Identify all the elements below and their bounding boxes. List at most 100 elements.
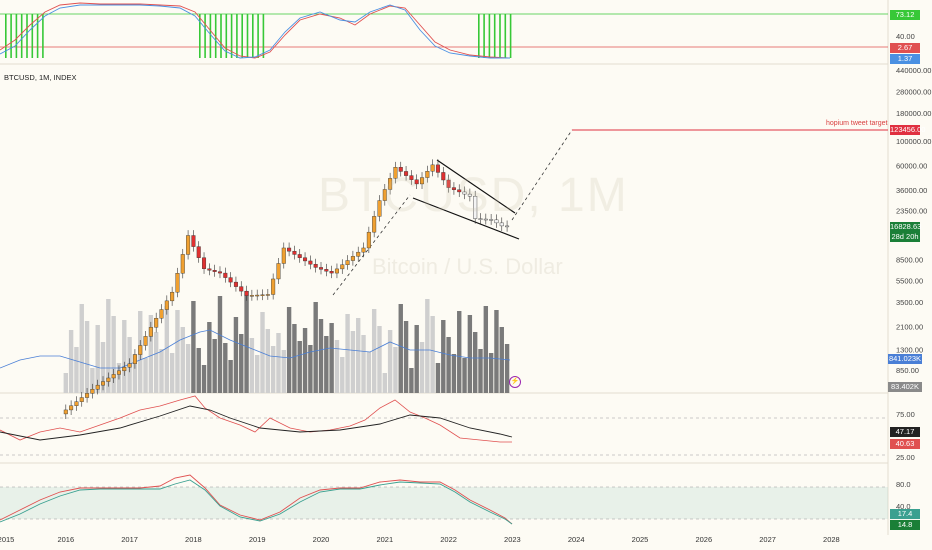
- candle-body: [265, 294, 270, 296]
- price-axis-label: 40.0: [896, 502, 911, 511]
- ticker-watermark: BTCUSD, 1M: [318, 169, 629, 222]
- volume-bar: [68, 330, 74, 393]
- candle-body: [473, 196, 478, 219]
- volume-bar: [281, 350, 286, 393]
- candle-body: [489, 219, 494, 221]
- volume-bar: [180, 327, 185, 393]
- candle-body: [505, 225, 510, 228]
- price-axis-label: 25.00: [896, 453, 915, 462]
- stoch-rsi-pane[interactable]: [0, 474, 888, 525]
- candle-body: [430, 164, 435, 172]
- candle-body: [101, 381, 106, 386]
- events-icon[interactable]: ⚡: [509, 376, 521, 388]
- candle-body: [483, 218, 488, 221]
- rsi-ma-badge: 47.17: [890, 427, 920, 437]
- candle-body: [196, 246, 201, 258]
- stoch-rsi-k-line: [0, 474, 513, 525]
- candle-body: [223, 272, 228, 278]
- volume-bar: [122, 320, 127, 393]
- wedge-lower-line[interactable]: [412, 197, 520, 240]
- price-axis-label: 36000.00: [896, 186, 927, 195]
- target-price-badge: 123456.00: [890, 125, 926, 135]
- price-axis-label: 5500.00: [896, 276, 923, 285]
- volume-bar: [398, 304, 403, 393]
- candle-body: [425, 171, 430, 178]
- rsi-line: [0, 395, 512, 443]
- candle-body: [292, 251, 297, 255]
- candle-body: [170, 291, 175, 302]
- candle-body: [441, 172, 446, 181]
- stoch-signal-bar: [499, 14, 501, 58]
- candle-body: [207, 268, 212, 271]
- candle-body: [244, 290, 249, 296]
- volume-bar: [201, 365, 207, 393]
- volume-bar: [329, 323, 334, 393]
- candle-body: [74, 401, 79, 406]
- candle-body: [212, 270, 217, 272]
- time-axis-label: 2017: [121, 535, 138, 544]
- stoch-signal-bar: [220, 14, 222, 58]
- candle-body: [329, 271, 334, 274]
- time-axis-label: 2028: [823, 535, 840, 544]
- candle-body: [467, 193, 472, 197]
- candle-body: [324, 269, 329, 272]
- volume-bar: [223, 343, 228, 393]
- candle-body: [366, 231, 371, 249]
- candle-body: [228, 277, 233, 283]
- price-axis[interactable]: 440000.00 280000.00 180000.00 100000.00 6000…: [896, 32, 931, 511]
- countdown-badge: 28d 20h: [890, 232, 920, 242]
- rsi-pane[interactable]: [0, 395, 888, 456]
- stoch-rsi-d-line: [0, 479, 513, 525]
- volume-bar: [467, 315, 473, 393]
- candle-body: [308, 260, 313, 265]
- stochastic-pane[interactable]: [0, 2, 888, 59]
- candle-body: [233, 281, 238, 287]
- volume-bar: [297, 341, 302, 393]
- price-axis-label: 3500.00: [896, 298, 923, 307]
- candle-body: [143, 336, 148, 346]
- candle-body: [276, 263, 281, 280]
- rsi-badge: 40.63: [890, 439, 920, 449]
- volume-badge: 83.402K: [888, 382, 922, 392]
- candle-body: [79, 397, 84, 402]
- stoch-signal-bar: [204, 14, 206, 58]
- volume-bar: [393, 347, 398, 393]
- volume-ma-badge: 841.023K: [888, 354, 922, 364]
- volume-bar: [207, 322, 212, 393]
- projection-line-dashed[interactable]: [511, 129, 573, 221]
- price-pane[interactable]: [0, 129, 888, 419]
- volume-bar: [143, 358, 148, 393]
- candle-body: [334, 268, 339, 274]
- volume-bar: [361, 335, 366, 393]
- wedge-upper-line[interactable]: [436, 159, 516, 214]
- stoch-signal-bar: [483, 14, 485, 58]
- candle-body: [435, 164, 440, 173]
- candle-body: [95, 384, 100, 390]
- volume-bar: [217, 296, 223, 393]
- stoch-signal-bar: [488, 14, 491, 58]
- time-axis-label: 2020: [312, 535, 330, 544]
- candle-body: [409, 175, 414, 180]
- volume-bar: [308, 345, 313, 393]
- stoch-upper-badge: 73.12: [890, 10, 920, 20]
- candle-body: [255, 294, 260, 297]
- candle-body: [239, 286, 244, 292]
- stoch-signal-bar: [493, 14, 496, 58]
- name-watermark: Bitcoin / U.S. Dollar: [372, 254, 563, 279]
- stoch-signal-bar: [478, 14, 480, 58]
- symbol-label[interactable]: BTCUSD, 1M, INDEX: [4, 73, 77, 82]
- candle-body: [186, 235, 191, 255]
- volume-bar: [270, 346, 276, 393]
- candle-body: [350, 256, 355, 261]
- volume-bar: [255, 355, 260, 393]
- volume-bar: [185, 344, 191, 393]
- volume-bar: [249, 338, 255, 393]
- candle-body: [164, 300, 169, 310]
- candle-body: [281, 247, 286, 264]
- volume-bar: [318, 319, 324, 393]
- target-annotation[interactable]: hopium tweet target: [826, 120, 888, 127]
- volume-bar: [430, 316, 435, 393]
- stoch-rsi-k-badge: 17.4: [890, 509, 920, 519]
- time-axis-label: 2025: [631, 535, 649, 544]
